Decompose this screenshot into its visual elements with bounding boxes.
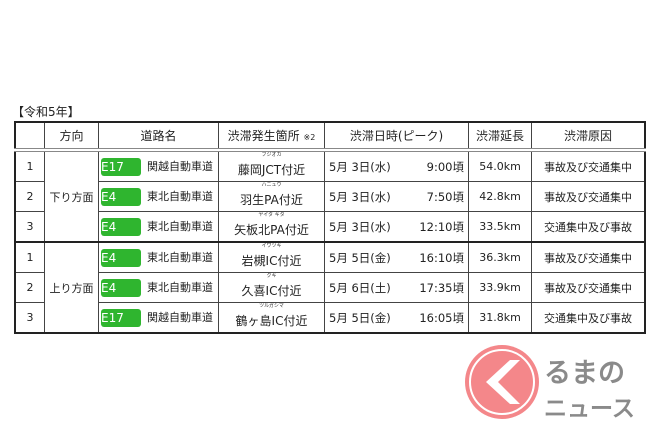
location-name: 久喜IC付近: [241, 283, 302, 298]
location-furigana: ツルガシマ: [259, 303, 284, 309]
location-cell: クキ久喜IC付近: [218, 272, 325, 303]
location-name: 鶴ヶ島IC付近: [235, 313, 308, 328]
location-cell: ヤイタ キタ矢板北PA付近: [218, 211, 325, 243]
length-cell: 33.5km: [468, 211, 532, 243]
location-name: 羽生PA付近: [240, 192, 303, 207]
date: 5月 6日(土): [329, 280, 391, 295]
time: 17:35頃: [419, 280, 464, 295]
route-badge: E4: [101, 187, 141, 206]
rank-cell: 1: [14, 241, 45, 273]
logo-text-line1: るまの: [544, 358, 625, 389]
direction-cell: 下り方面: [44, 149, 99, 243]
route-badge: E17: [101, 157, 141, 176]
datetime-cell: 5月 5日(金) 16:10頃: [324, 241, 469, 273]
cause-cell: 事故及び交通集中: [531, 181, 646, 212]
road-name: 東北自動車道: [147, 189, 213, 203]
time: 16:10頃: [419, 250, 464, 265]
location-cell: イワツキ岩槻IC付近: [218, 241, 325, 273]
location-furigana: クキ: [266, 273, 277, 279]
road-cell: E4 東北自動車道: [98, 272, 219, 303]
location-furigana: ヤイタ キタ: [258, 212, 285, 218]
date: 5月 3日(水): [329, 159, 391, 174]
cause-cell: 交通集中及び事故: [531, 211, 646, 243]
rank-cell: 1: [14, 149, 45, 182]
date: 5月 3日(水): [329, 189, 391, 204]
rank-cell: 2: [14, 272, 45, 303]
route-badge: E17: [101, 308, 141, 327]
cause-cell: 事故及び交通集中: [531, 241, 646, 273]
logo-text-line2: ニュース: [544, 396, 635, 422]
location-furigana: フジオカ: [261, 152, 282, 158]
date: 5月 5日(金): [329, 310, 391, 325]
header-road: 道路名: [98, 121, 219, 152]
date: 5月 5日(金): [329, 250, 391, 265]
header-location: 渋滞発生箇所 ※2: [218, 121, 325, 152]
road-cell: E4 東北自動車道: [98, 241, 219, 273]
location-name: 矢板北PA付近: [234, 222, 309, 237]
location-name: 岩槻IC付近: [241, 253, 302, 268]
location-furigana: イワツキ: [261, 243, 282, 249]
route-badge: E4: [101, 217, 141, 236]
length-cell: 33.9km: [468, 272, 532, 303]
rank-cell: 3: [14, 302, 45, 334]
table-row: 1 下り方面 E17 関越自動車道 フジオカ 藤岡JCT付近 5月 3日(水) 9:00頃 54…: [14, 149, 646, 243]
cause-cell: 事故及び交通集中: [531, 149, 646, 182]
year-label: 【令和5年】: [12, 105, 80, 119]
route-badge: E4: [101, 278, 141, 297]
road-name: 東北自動車道: [147, 219, 213, 233]
rank-cell: 2: [14, 181, 45, 212]
road-cell: E17 関越自動車道: [98, 149, 219, 182]
datetime-cell: 5月 3日(水) 9:00頃: [324, 149, 469, 182]
datetime-cell: 5月 5日(金) 16:05頃: [324, 302, 469, 334]
kuruma-no-news-logo: るまの ニュース: [465, 345, 635, 422]
table-row: 3 E4 東北自動車道 ヤイタ キタ 矢板北PA付近 5月 3日(水) 12:10頃 33.5…: [14, 211, 646, 243]
table-row: 1 上り方面 E4 東北自動車道 イワツキ 岩槻IC付近 5月 5日(金) 16:10頃 36.…: [14, 241, 646, 334]
header-datetime: 渋滞日時(ピーク): [324, 121, 469, 152]
header-cause: 渋滞原因: [531, 121, 646, 152]
header-rank: [14, 121, 45, 152]
location-cell: ツルガシマ鶴ヶ島IC付近: [218, 302, 325, 334]
rank-cell: 3: [14, 211, 45, 243]
location-name: 藤岡JCT付近: [237, 162, 306, 177]
header-length: 渋滞延長: [468, 121, 532, 152]
length-cell: 42.8km: [468, 181, 532, 212]
length-cell: 54.0km: [468, 149, 532, 182]
header-direction: 方向: [44, 121, 99, 152]
location-cell: フジオカ藤岡JCT付近: [218, 149, 325, 182]
road-name: 関越自動車道: [147, 159, 213, 173]
table-row: 3 E17 関越自動車道 ツルガシマ 鶴ヶ島IC付近 5月 5日(金) 16:05頃 31.8…: [14, 302, 646, 334]
cause-cell: 交通集中及び事故: [531, 302, 646, 334]
time: 9:00頃: [426, 159, 464, 174]
road-cell: E17 関越自動車道: [98, 302, 219, 334]
table-row: 2 E4 東北自動車道 クキ 久喜IC付近 5月 6日(土) 17:35頃 33.9km 事故及…: [14, 272, 646, 303]
datetime-cell: 5月 6日(土) 17:35頃: [324, 272, 469, 303]
road-cell: E4 東北自動車道: [98, 211, 219, 243]
road-name: 東北自動車道: [147, 280, 213, 294]
direction-cell: 上り方面: [44, 241, 99, 334]
header-location-label: 渋滞発生箇所: [227, 129, 300, 143]
cause-cell: 事故及び交通集中: [531, 272, 646, 303]
time: 7:50頃: [426, 189, 464, 204]
length-cell: 31.8km: [468, 302, 532, 334]
location-cell: ハニュウ羽生PA付近: [218, 181, 325, 212]
header-location-note: ※2: [303, 133, 316, 142]
date: 5月 3日(水): [329, 219, 391, 234]
header-row: 方向 道路名 渋滞発生箇所 ※2 渋滞日時(ピーク) 渋滞延長 渋滞原因: [14, 121, 646, 152]
road-cell: E4 東北自動車道: [98, 181, 219, 212]
congestion-table: 方向 道路名 渋滞発生箇所 ※2 渋滞日時(ピーク) 渋滞延長 渋滞原因 1 下り…: [14, 121, 646, 334]
location-furigana: ハニュウ: [261, 182, 282, 188]
road-name: 関越自動車道: [147, 310, 213, 324]
length-cell: 36.3km: [468, 241, 532, 273]
table-row: 2 E4 東北自動車道 ハニュウ 羽生PA付近 5月 3日(水) 7:50頃 42.8km 事故…: [14, 181, 646, 212]
time: 12:10頃: [419, 219, 464, 234]
route-badge: E4: [101, 248, 141, 267]
datetime-cell: 5月 3日(水) 12:10頃: [324, 211, 469, 243]
road-name: 東北自動車道: [147, 250, 213, 264]
time: 16:05頃: [419, 310, 464, 325]
datetime-cell: 5月 3日(水) 7:50頃: [324, 181, 469, 212]
